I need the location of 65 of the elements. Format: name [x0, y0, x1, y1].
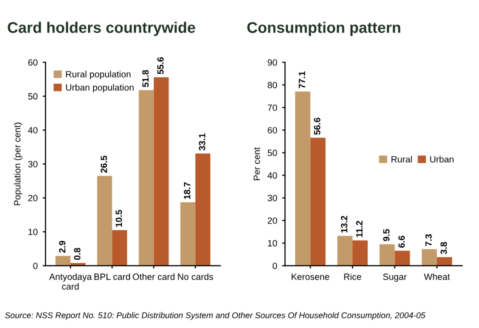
bar — [97, 176, 112, 266]
data-label: 56.6 — [314, 118, 320, 135]
bar — [295, 91, 310, 266]
y-tick-label: 30 — [28, 160, 38, 168]
y-tick-label: 20 — [268, 217, 278, 224]
y-tick-label: 70 — [268, 104, 278, 111]
bar — [310, 138, 326, 266]
bar — [394, 250, 410, 266]
x-tick-label: Kerosene — [292, 274, 330, 280]
data-label: 7.3 — [425, 234, 432, 246]
data-label: 51.8 — [142, 70, 149, 88]
data-label: 13.2 — [340, 216, 348, 233]
y-tick-label: 90 — [268, 59, 278, 66]
y-tick-label: 60 — [28, 59, 38, 66]
y-tick-label: 50 — [268, 150, 278, 156]
bar — [422, 249, 437, 266]
data-label: 9.5 — [383, 229, 390, 242]
y-tick-label: 10 — [268, 240, 278, 246]
data-label: 2.9 — [59, 240, 66, 253]
data-label: 77.1 — [298, 71, 306, 88]
bar — [112, 230, 128, 266]
bar — [55, 256, 70, 266]
x-tick-label: No cards — [178, 273, 214, 280]
data-label: 0.8 — [74, 248, 80, 260]
bar — [436, 257, 452, 266]
x-tick-label: Other card — [132, 273, 174, 280]
bar — [154, 77, 169, 266]
x-tick-label: Rice — [344, 273, 362, 280]
data-label: 11.2 — [356, 220, 362, 238]
bar — [195, 153, 210, 266]
data-label: 6.6 — [398, 236, 405, 248]
x-tick-label: Wheat — [424, 273, 450, 280]
y-axis-title: Per cent — [254, 147, 260, 180]
data-label: 33.1 — [198, 133, 206, 151]
data-label: 10.5 — [116, 210, 122, 227]
data-label: 26.5 — [100, 156, 108, 173]
y-tick-label: 0 — [33, 262, 38, 270]
legend-label: Rural population — [66, 70, 131, 80]
y-tick-label: 10 — [28, 228, 38, 236]
y-tick-label: 40 — [268, 172, 278, 179]
chart-title: Consumption pattern — [247, 22, 400, 36]
data-label: 3.8 — [440, 242, 447, 254]
legend-label: Rural — [392, 156, 412, 163]
y-tick-label: 50 — [28, 93, 38, 100]
data-label: 55.6 — [157, 57, 164, 74]
x-tick-label: Antyodaya card — [49, 273, 92, 290]
y-tick-label: 40 — [28, 127, 38, 134]
source-note: Source: NSS Report No. 510: Public Distribution System and Other Sources Of Household Consumption, 2004-05 — [5, 312, 426, 320]
y-tick-label: 0 — [272, 262, 278, 270]
chart-title: Card holders countrywide — [8, 22, 196, 36]
data-label: 18.7 — [184, 182, 190, 199]
x-tick-label: BPL card — [94, 273, 130, 280]
bar — [337, 236, 353, 266]
bar — [380, 244, 395, 266]
y-axis-title: Population (per cent) — [14, 122, 22, 206]
y-tick-label: 60 — [268, 127, 278, 134]
y-tick-label: 20 — [28, 194, 38, 202]
bar — [138, 90, 154, 266]
legend-label: Urban — [430, 156, 454, 163]
legend-label: Urban population — [66, 84, 134, 92]
bar — [180, 202, 196, 266]
x-tick-label: Sugar — [383, 274, 407, 282]
y-tick-label: 80 — [268, 82, 278, 88]
y-tick-label: 30 — [268, 194, 278, 202]
bar — [352, 240, 368, 266]
